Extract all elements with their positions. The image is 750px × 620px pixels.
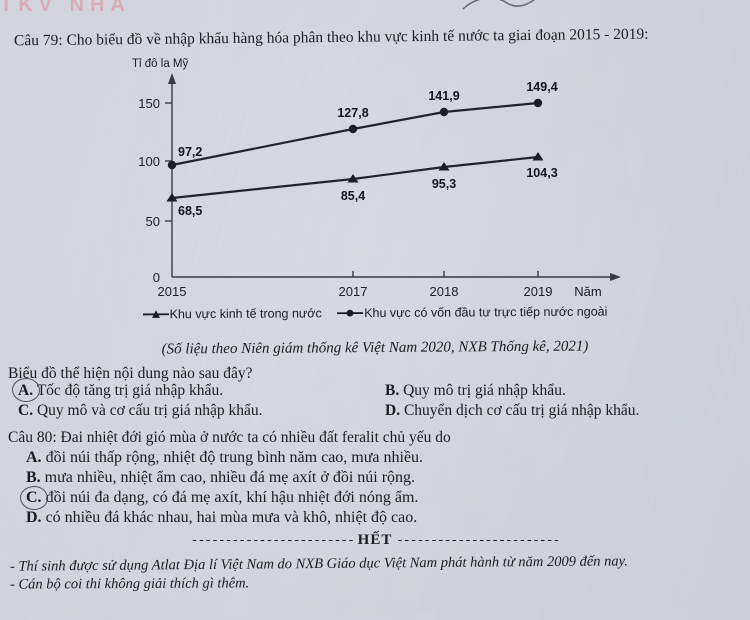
chart-y-tick-100: 100 bbox=[138, 154, 160, 169]
question-80-option-d[interactable]: D. có nhiều đá khác nhau, hai mùa mưa và… bbox=[26, 509, 417, 527]
question-80-option-a[interactable]: A. đồi núi thấp rộng, nhiệt độ trung bìn… bbox=[26, 449, 423, 467]
end-marker-label: HẾT bbox=[357, 532, 393, 548]
question-79-option-a-text: Tốc độ tăng trị giá nhập khẩu. bbox=[36, 382, 224, 399]
chart-legend: Khu vực kinh tế trong nước Khu vực có vố… bbox=[0, 304, 750, 323]
legend-item-domestic: Khu vực kinh tế trong nước bbox=[142, 306, 322, 322]
question-80-option-c-text: đồi núi đa dạng, có đá mẹ axít, khí hậu … bbox=[45, 489, 419, 506]
chart-y-axis: 150 100 50 0 bbox=[138, 73, 176, 285]
legend-label-domestic: Khu vực kinh tế trong nước bbox=[169, 306, 322, 322]
question-79-option-a-letter: A. bbox=[18, 382, 34, 399]
question-80-option-b-letter: B. bbox=[26, 469, 41, 486]
circle-marker-icon bbox=[337, 307, 364, 317]
question-79-option-b-text: Quy mô trị giá nhập khẩu. bbox=[403, 382, 566, 399]
question-79-option-b-letter: B. bbox=[385, 382, 400, 399]
question-80-stem: Câu 80: Đai nhiệt đới gió mùa ở nước ta … bbox=[8, 429, 451, 446]
question-79-option-a[interactable]: A. Tốc độ tăng trị giá nhập khẩu. bbox=[18, 381, 223, 401]
chart-label-fdi-2015: 97,2 bbox=[178, 145, 202, 159]
end-marker-dash-right: ------------------------ bbox=[396, 533, 560, 548]
question-79-option-b[interactable]: B. Quy mô trị giá nhập khẩu. bbox=[385, 381, 566, 401]
chart-svg: Tỉ đô la Mỹ 150 100 50 0 2015 2017 2018 … bbox=[132, 58, 621, 299]
chart-x-tick-2018: 2018 bbox=[430, 284, 459, 299]
chart-x-tick-2019: 2019 bbox=[524, 284, 553, 299]
chart-label-domestic-2018: 95,3 bbox=[432, 177, 456, 191]
question-80-option-d-letter: D. bbox=[26, 509, 42, 526]
question-79-option-d-letter: D. bbox=[385, 402, 401, 419]
end-marker-dash-left: ------------------------ bbox=[190, 533, 355, 548]
footer-note-atlat: - Thí sinh được sử dụng Atlat Địa lí Việ… bbox=[9, 553, 628, 575]
chart-label-fdi-2019: 149,4 bbox=[526, 80, 557, 94]
question-80-option-a-letter: A. bbox=[26, 449, 42, 466]
page-top-bleed-text: TKV NHA bbox=[0, 0, 131, 13]
legend-item-fdi: Khu vực có vốn đầu tư trực tiếp nước ngo… bbox=[337, 305, 607, 321]
chart-y-axis-title: Tỉ đô la Mỹ bbox=[132, 58, 188, 70]
chart-x-axis-title: Năm bbox=[574, 284, 601, 299]
chart-source-note: (Số liệu theo Niên giám thống kê Việt Na… bbox=[161, 338, 589, 358]
triangle-marker-icon bbox=[142, 308, 169, 318]
question-80-option-b[interactable]: B. mưa nhiều, nhiệt ẩm cao, nhiều đá mẹ … bbox=[26, 469, 415, 487]
chart-y-tick-150: 150 bbox=[138, 96, 160, 111]
question-80-option-b-text: mưa nhiều, nhiệt ẩm cao, nhiều đá mẹ axí… bbox=[44, 469, 416, 486]
question-79-option-c-text: Quy mô và cơ cấu trị giá nhập khẩu. bbox=[36, 402, 263, 419]
chart-x-axis: 2015 2017 2018 2019 Năm bbox=[158, 271, 621, 299]
footer-note-invigilator: - Cán bộ coi thi không giải thích gì thê… bbox=[9, 575, 250, 593]
chart-label-fdi-2017: 127,8 bbox=[337, 106, 368, 120]
question-80-option-d-text: có nhiều đá khác nhau, hai mùa mưa và kh… bbox=[45, 509, 418, 526]
question-79-stem: Câu 79: Cho biểu đồ về nhập khẩu hàng hó… bbox=[13, 25, 649, 50]
question-79-option-d-text: Chuyển dịch cơ cấu trị giá nhập khẩu. bbox=[403, 402, 640, 419]
legend-label-fdi: Khu vực có vốn đầu tư trực tiếp nước ngo… bbox=[364, 304, 608, 321]
question-80-option-c[interactable]: C. đồi núi đa dạng, có đá mẹ axít, khí h… bbox=[26, 489, 418, 507]
pen-scribble-mark bbox=[455, 0, 575, 12]
chart-label-domestic-2019: 104,3 bbox=[526, 166, 557, 180]
chart-x-tick-2017: 2017 bbox=[339, 284, 368, 299]
question-79-option-c-letter: C. bbox=[18, 402, 34, 419]
chart-y-tick-0: 0 bbox=[153, 270, 160, 285]
chart-series-fdi: 97,2 127,8 141,9 149,4 bbox=[167, 80, 558, 170]
question-79-prompt: Biểu đồ thể hiện nội dung nào sau đây? bbox=[8, 365, 253, 382]
chart-label-fdi-2018: 141,9 bbox=[428, 89, 459, 103]
import-value-line-chart: Tỉ đô la Mỹ 150 100 50 0 2015 2017 2018 … bbox=[118, 55, 638, 300]
question-80-option-a-text: đồi núi thấp rộng, nhiệt độ trung bình n… bbox=[45, 449, 424, 466]
question-80-option-c-letter: C. bbox=[26, 489, 42, 506]
question-79-option-c[interactable]: C. Quy mô và cơ cấu trị giá nhập khẩu. bbox=[18, 401, 263, 421]
chart-y-tick-50: 50 bbox=[146, 214, 160, 229]
exam-end-marker: ------------------------ HẾT -----------… bbox=[0, 532, 750, 549]
chart-series-domestic: 68,5 85,4 95,3 104,3 bbox=[166, 152, 558, 218]
chart-label-domestic-2015: 68,5 bbox=[178, 204, 202, 218]
chart-label-domestic-2017: 85,4 bbox=[341, 189, 365, 203]
chart-x-tick-2015: 2015 bbox=[158, 284, 187, 299]
question-79-option-d[interactable]: D. Chuyển dịch cơ cấu trị giá nhập khẩu. bbox=[385, 401, 639, 421]
